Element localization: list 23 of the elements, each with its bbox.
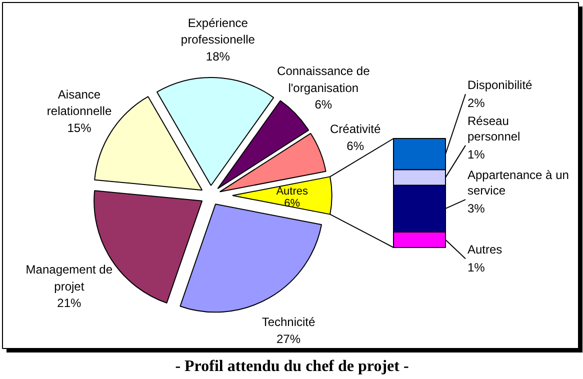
slice-label: Aisance relationnelle: [46, 87, 112, 118]
slice-label: Créativité: [330, 122, 381, 136]
data-label: 6%: [284, 198, 300, 210]
data-label: 1%: [468, 147, 486, 162]
data-label: 6%: [346, 138, 364, 153]
text: Disponibilité: [468, 78, 533, 92]
slice-label: Connaissance de l'organisation: [277, 64, 370, 95]
series-label: Appartenance à un service: [468, 168, 569, 198]
data-label: 2%: [468, 96, 486, 110]
data-label: 3%: [468, 202, 486, 216]
data-label: 6%: [314, 98, 332, 112]
text: Réseau personnel: [468, 114, 520, 144]
slice-label: Expérience professionelle: [180, 16, 256, 47]
data-label: 21%: [57, 296, 82, 310]
series-label: Autres: [468, 242, 502, 257]
data-label: 18%: [206, 49, 230, 64]
slice-label: Technicité: [262, 315, 316, 330]
text: - Profil attendu du chef de projet -: [175, 358, 409, 375]
data-label: 1%: [468, 260, 486, 275]
data-label: 15%: [67, 120, 92, 135]
slice-label: Autres: [276, 186, 309, 198]
data-label: 27%: [276, 332, 301, 346]
slice-label: Management de projet: [26, 262, 113, 294]
